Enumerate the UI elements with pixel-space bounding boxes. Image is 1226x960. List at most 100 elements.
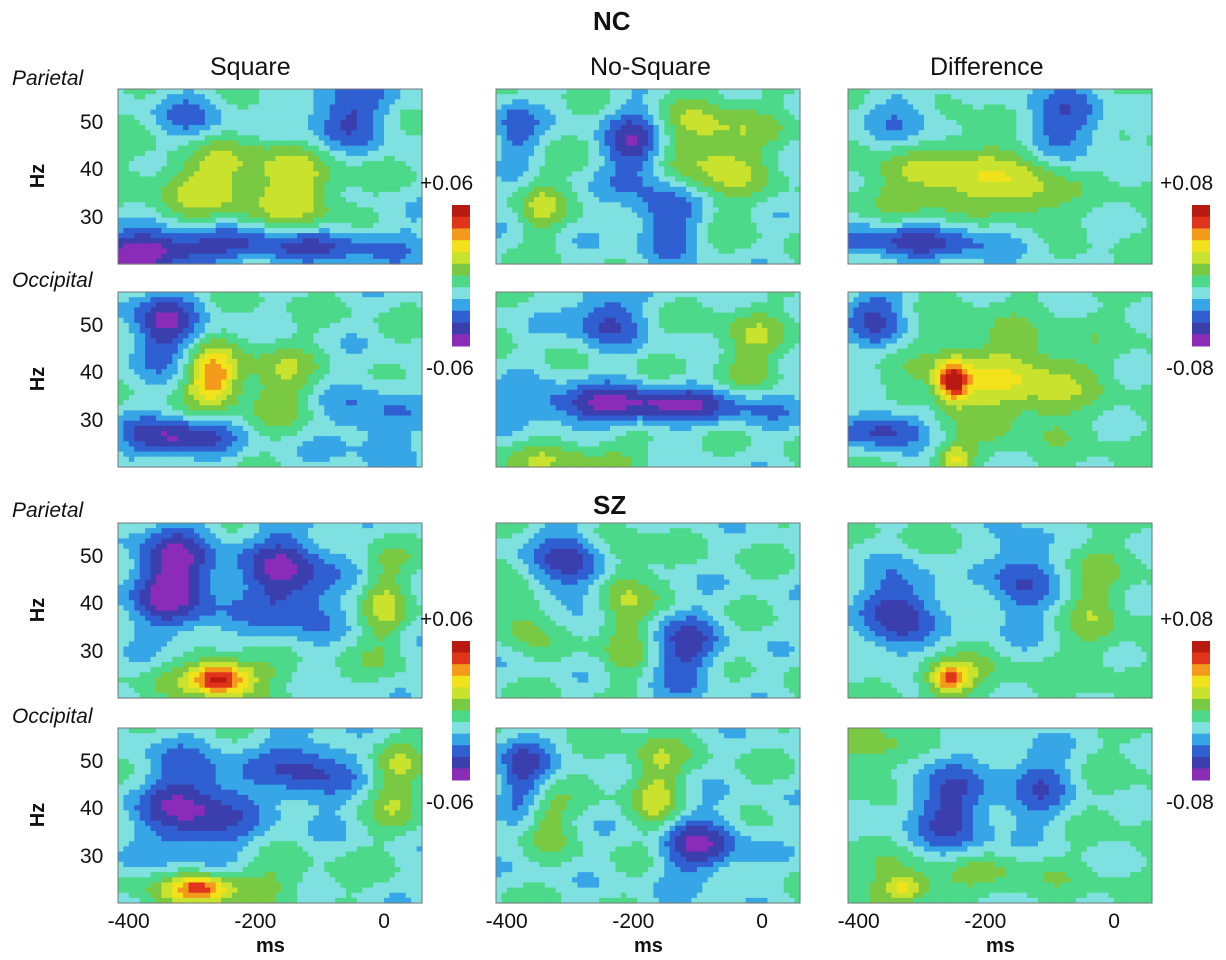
heatmap-cell (259, 176, 266, 183)
heatmap-cell (416, 253, 423, 260)
heatmap-cell (972, 191, 979, 198)
heatmap-cell (1027, 191, 1034, 198)
heatmap-cell (962, 109, 969, 116)
heatmap-cell (864, 114, 871, 121)
heatmap-cell (724, 150, 731, 157)
heatmap-cell (875, 99, 882, 106)
heatmap-cell (297, 89, 304, 95)
heatmap-cell (907, 99, 914, 106)
heatmap-cell (637, 181, 644, 188)
heatmap-cell (561, 233, 568, 239)
heatmap-cell (718, 181, 725, 188)
heatmap-cell (794, 222, 801, 229)
heatmap-cell (778, 89, 785, 95)
heatmap-cell (351, 222, 358, 229)
heatmap-cell (384, 171, 391, 178)
heatmap-cell (945, 248, 952, 255)
heatmap-cell (886, 94, 893, 100)
heatmap-cell (550, 145, 557, 152)
heatmap-cell (724, 99, 731, 106)
heatmap-cell (210, 89, 217, 95)
heatmap-cell (978, 104, 985, 111)
heatmap-cell (362, 258, 369, 265)
heatmap-cell (308, 243, 315, 250)
heatmap-cell (875, 253, 882, 260)
heatmap-cell (734, 109, 741, 116)
heatmap-cell (194, 248, 201, 255)
heatmap-cell (248, 125, 255, 131)
heatmap-cell (156, 99, 163, 106)
heatmap-cell (680, 222, 687, 229)
heatmap-cell (1005, 104, 1012, 111)
heatmap-cell (378, 166, 385, 172)
heatmap-cell (778, 227, 785, 234)
heatmap-cell (707, 253, 714, 260)
heatmap-cell (501, 207, 508, 214)
heatmap-cell (318, 161, 325, 167)
heatmap-cell (864, 94, 871, 100)
heatmap-cell (729, 114, 736, 121)
heatmap-cell (199, 212, 206, 219)
heatmap-cell (713, 238, 720, 245)
heatmap-cell (177, 212, 184, 219)
heatmap-cell (783, 130, 790, 136)
heatmap-cell (983, 94, 990, 100)
heatmap-cell (962, 212, 969, 219)
heatmap-cell (789, 227, 796, 234)
heatmap-cell (686, 176, 693, 183)
heatmap-cell (664, 227, 671, 234)
heatmap-cell (756, 119, 763, 126)
heatmap-cell (945, 125, 952, 131)
heatmap-cell (599, 109, 606, 116)
heatmap-cell (134, 227, 141, 234)
heatmap-cell (351, 125, 358, 131)
heatmap-cell (880, 212, 887, 219)
heatmap-cell (259, 135, 266, 142)
heatmap-cell (501, 191, 508, 198)
heatmap-cell (172, 258, 179, 265)
heatmap-cell (286, 171, 293, 178)
heatmap-cell (204, 217, 211, 224)
heatmap-cell (204, 99, 211, 106)
heatmap-cell (620, 238, 627, 245)
heatmap-cell (253, 94, 260, 100)
heatmap-cell (188, 253, 195, 260)
heatmap-cell (702, 207, 709, 214)
heatmap-cell (994, 135, 1001, 142)
heatmap-cell (501, 197, 508, 203)
heatmap-cell (544, 227, 551, 234)
heatmap-cell (593, 238, 600, 245)
heatmap-cell (166, 258, 173, 265)
heatmap-cell (658, 145, 665, 152)
heatmap-cell (918, 222, 925, 229)
heatmap-cell (989, 140, 996, 147)
heatmap-cell (166, 114, 173, 121)
heatmap-cell (161, 248, 168, 255)
heatmap-cell (194, 140, 201, 147)
heatmap-cell (891, 171, 898, 178)
heatmap-cell (610, 253, 617, 260)
heatmap-cell (1010, 222, 1017, 229)
heatmap-cell (745, 217, 752, 224)
heatmap-cell (123, 207, 130, 214)
heatmap-cell (778, 181, 785, 188)
heatmap-cell (994, 222, 1001, 229)
heatmap-cell (340, 125, 347, 131)
heatmap-cell (264, 99, 271, 106)
heatmap-cell (913, 89, 920, 95)
heatmap-cell (772, 258, 779, 265)
heatmap-cell (631, 243, 638, 250)
heatmap-cell (539, 197, 546, 203)
heatmap-cell (891, 161, 898, 167)
heatmap-cell (945, 104, 952, 111)
heatmap-cell (329, 135, 336, 142)
heatmap-cell (740, 253, 747, 260)
heatmap-cell (150, 176, 157, 183)
heatmap-cell (270, 176, 277, 183)
heatmap-cell (335, 197, 342, 203)
heatmap-cell (702, 99, 709, 106)
heatmap-cell (783, 171, 790, 178)
heatmap-cell (789, 140, 796, 147)
heatmap-cell (631, 94, 638, 100)
heatmap-cell (405, 94, 412, 100)
